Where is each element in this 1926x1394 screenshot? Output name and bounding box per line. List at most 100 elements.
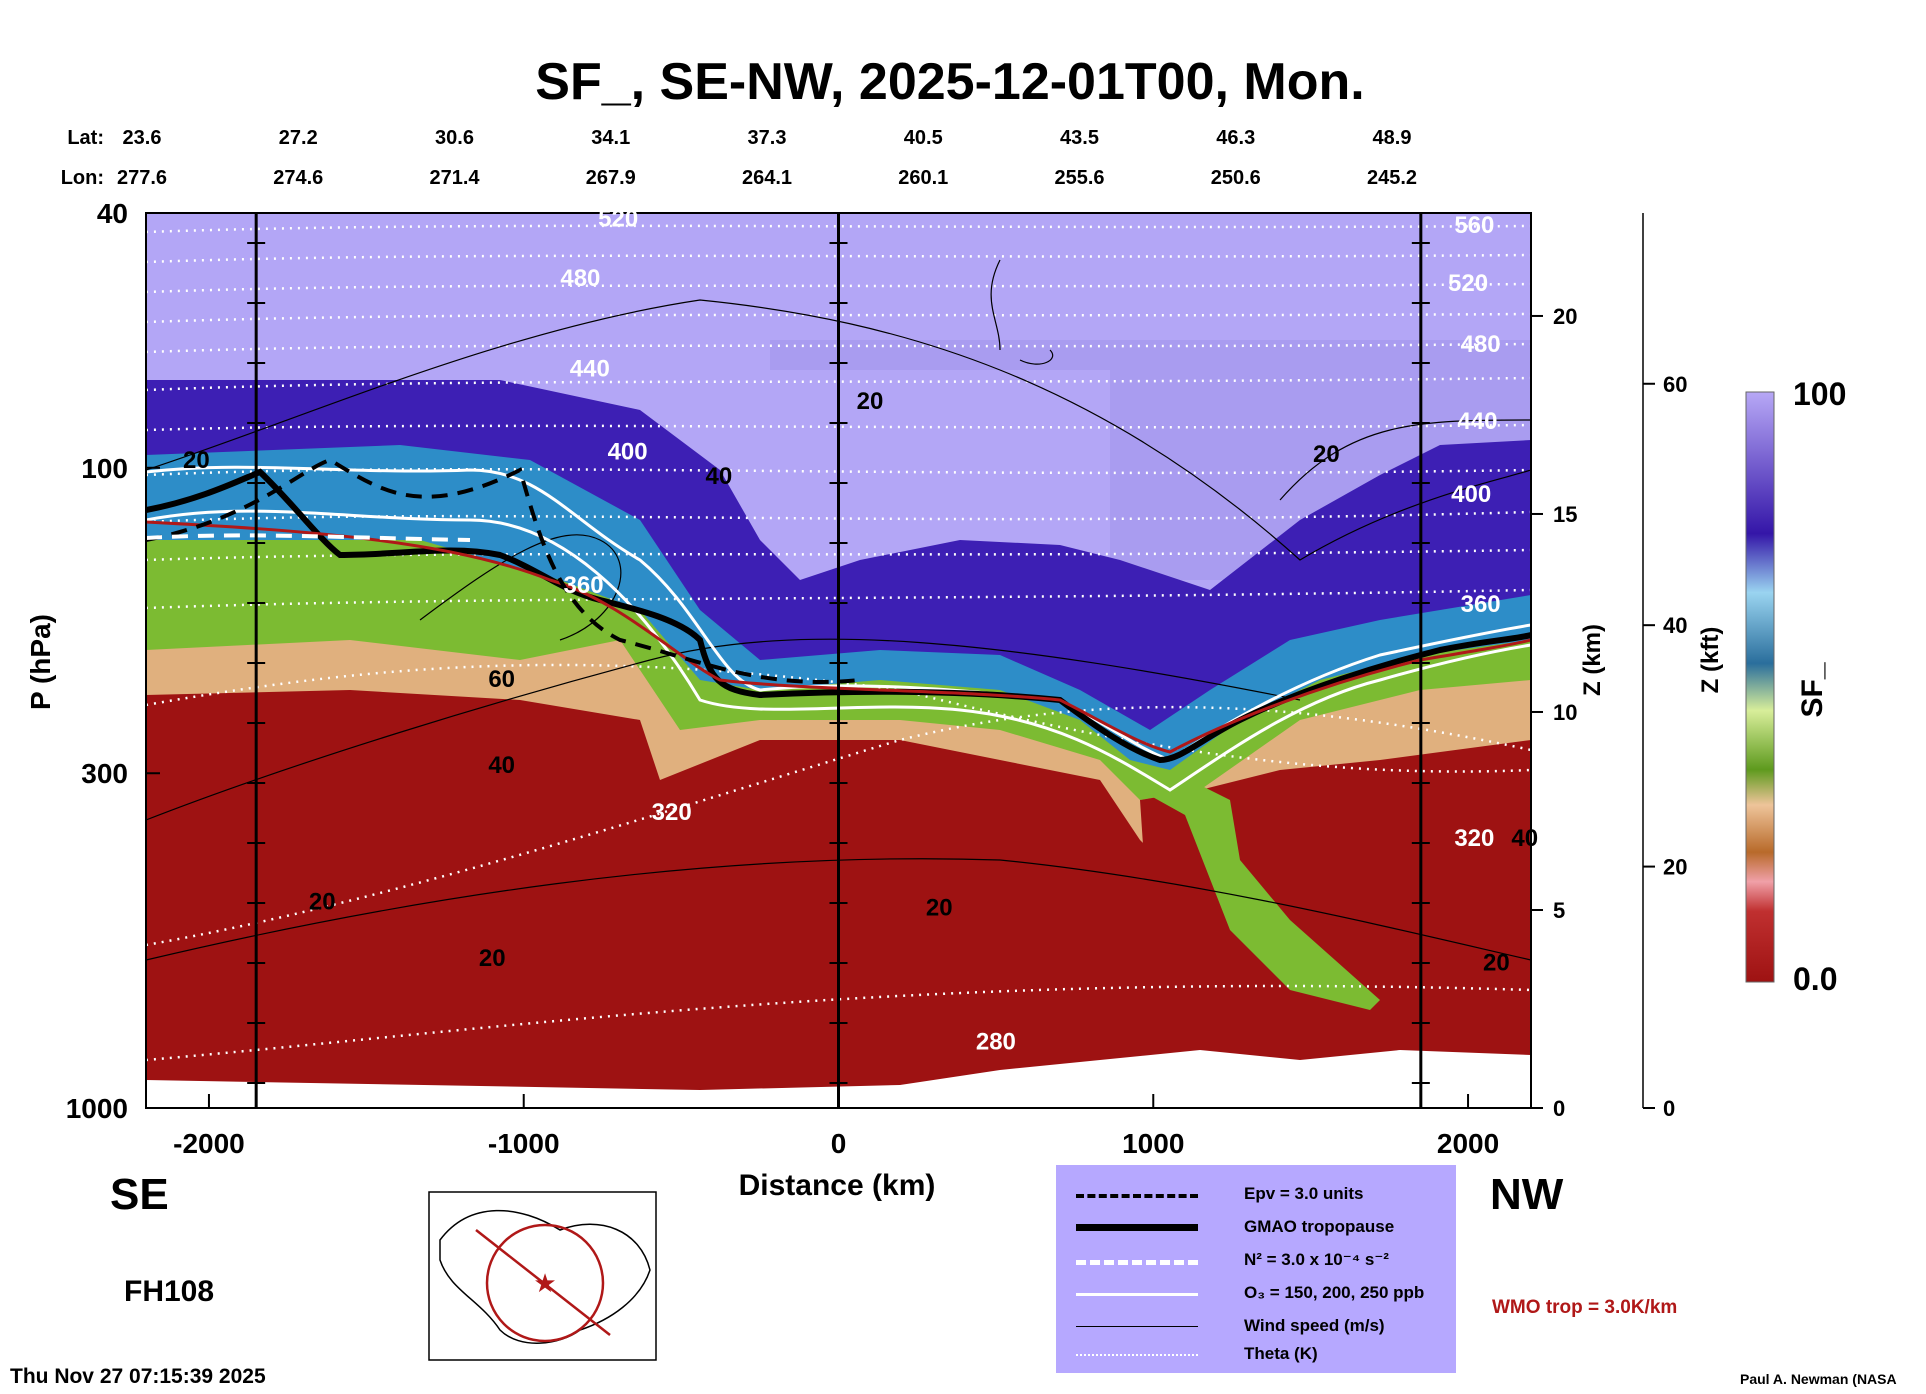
x-tick-label: 2000 xyxy=(1437,1128,1499,1159)
legend-swatch xyxy=(1076,1354,1198,1356)
forecast-hour-label: FH108 xyxy=(124,1275,215,1308)
lon-value: 267.9 xyxy=(586,167,636,189)
lat-value: 27.2 xyxy=(279,127,318,149)
legend-label: Epv = 3.0 units xyxy=(1244,1184,1364,1203)
coastline-icon xyxy=(439,1209,651,1344)
theta-contours xyxy=(146,224,1531,1062)
legend-label: N² = 3.0 x 10⁻⁴ s⁻² xyxy=(1244,1250,1389,1269)
x-tick-label: 1000 xyxy=(1122,1128,1184,1159)
legend-item-ozone: O₃ = 150, 200, 250 ppb xyxy=(1076,1280,1446,1306)
z-km-tick-label: 15 xyxy=(1553,502,1577,527)
colorbar-label: SF_ xyxy=(1796,662,1829,717)
section-line-icon xyxy=(475,1229,611,1336)
wind-contour-label: 20 xyxy=(309,889,336,916)
legend-swatch xyxy=(1076,1194,1198,1198)
lat-value: 46.3 xyxy=(1216,127,1255,149)
ozone-line xyxy=(146,509,1531,792)
ozone-line xyxy=(146,465,1531,762)
y-tick-label: 40 xyxy=(97,198,128,229)
theta-contour-label: 400 xyxy=(608,438,648,465)
epv-line xyxy=(146,457,861,684)
location-star-icon: ★ xyxy=(533,1268,556,1298)
lon-label: Lon: xyxy=(61,167,104,189)
colorbar-max-label: 100 xyxy=(1793,376,1846,412)
wind-contour-label: 60 xyxy=(488,666,515,693)
x-tick-label: -1000 xyxy=(488,1128,560,1159)
locator-map: ★ xyxy=(428,1191,657,1361)
direction-nw-label: NW xyxy=(1490,1170,1564,1219)
z-kft-axis-label: Z (kft) xyxy=(1697,627,1724,694)
contour-labels: 520 480 440 400 360 320 280 560 520 480 440 400 360 3… xyxy=(183,206,1538,1056)
theta-contour-label: 520 xyxy=(598,206,638,233)
z-km-tick-label: 20 xyxy=(1553,304,1577,329)
legend-item-wind: Wind speed (m/s) xyxy=(1076,1313,1446,1339)
direction-se-label: SE xyxy=(110,1170,169,1219)
colorbar xyxy=(1745,391,1775,983)
lon-value: 255.6 xyxy=(1054,167,1104,189)
legend-label: Wind speed (m/s) xyxy=(1244,1316,1385,1335)
theta-contour-label: 320 xyxy=(652,799,692,826)
theta-contour-label: 520 xyxy=(1448,270,1488,297)
range-circle-icon xyxy=(485,1223,605,1343)
legend-swatch xyxy=(1076,1260,1198,1265)
legend: Epv = 3.0 units GMAO tropopause N² = 3.0… xyxy=(1056,1165,1456,1373)
lat-value: 43.5 xyxy=(1060,127,1099,149)
y-tick-label: 1000 xyxy=(66,1093,128,1124)
y-axis-label: P (hPa) xyxy=(25,614,56,710)
legend-item-n2: N² = 3.0 x 10⁻⁴ s⁻² xyxy=(1076,1247,1446,1273)
theta-contour-label: 440 xyxy=(1457,408,1497,435)
theta-contour-label: 360 xyxy=(564,572,604,599)
x-tick-label: -2000 xyxy=(173,1128,245,1159)
y-axis: 40 100 300 1000 xyxy=(66,198,160,1124)
timestamp-label: Thu Nov 27 07:15:39 2025 xyxy=(10,1365,266,1388)
wmo-tropopause-line xyxy=(146,520,1531,754)
section-markers xyxy=(247,213,1430,1108)
lat-value: 40.5 xyxy=(904,127,943,149)
x-tick-label: 0 xyxy=(831,1128,847,1159)
wmo-trop-annotation: WMO trop = 3.0K/km xyxy=(1492,1297,1678,1318)
lat-label: Lat: xyxy=(67,127,104,149)
chart-title: SF_, SE-NW, 2025-12-01T00, Mon. xyxy=(535,53,1365,111)
lon-value: 245.2 xyxy=(1367,167,1417,189)
z-km-axis-label: Z (km) xyxy=(1579,624,1606,696)
colorbar-min-label: 0.0 xyxy=(1793,961,1837,997)
lat-value: 30.6 xyxy=(435,127,474,149)
z-kft-tick-label: 0 xyxy=(1663,1096,1675,1121)
lon-value: 260.1 xyxy=(898,167,948,189)
z-km-axis: 0 5 10 15 20 xyxy=(1531,304,1577,1121)
z-kft-tick-label: 20 xyxy=(1663,855,1687,880)
y-tick-label: 100 xyxy=(81,453,128,484)
theta-contour-label: 320 xyxy=(1454,825,1494,852)
z-kft-axis: 0 20 40 60 xyxy=(1642,213,1687,1121)
x-axis-label: Distance (km) xyxy=(739,1169,936,1202)
legend-item-epv: Epv = 3.0 units xyxy=(1076,1181,1446,1207)
wind-contour-label: 20 xyxy=(1483,950,1510,977)
theta-contour-label: 480 xyxy=(1461,331,1501,358)
lon-value: 274.6 xyxy=(273,167,323,189)
z-km-tick-label: 10 xyxy=(1553,700,1577,725)
legend-label: Theta (K) xyxy=(1244,1344,1318,1363)
lat-lon-header: Lat: Lon: 23.6 277.6 27.2 274.6 30.6 271.4 34.1 2… xyxy=(61,127,1417,189)
legend-item-theta: Theta (K) xyxy=(1076,1341,1446,1367)
wind-contour-label: 20 xyxy=(479,945,506,972)
wind-contour-label: 40 xyxy=(1511,825,1538,852)
z-kft-tick-label: 40 xyxy=(1663,613,1687,638)
legend-label: GMAO tropopause xyxy=(1244,1217,1395,1236)
lon-value: 277.6 xyxy=(117,167,167,189)
y-tick-label: 300 xyxy=(81,758,128,789)
legend-swatch xyxy=(1076,1326,1198,1327)
x-axis: -2000 -1000 0 1000 2000 xyxy=(173,1094,1499,1159)
wind-contour-label: 20 xyxy=(926,894,953,921)
theta-contour-label: 360 xyxy=(1461,591,1501,618)
z-km-tick-label: 0 xyxy=(1553,1096,1565,1121)
author-label: Paul A. Newman (NASA xyxy=(1740,1371,1897,1387)
z-kft-tick-label: 60 xyxy=(1663,372,1687,397)
wind-contours xyxy=(146,259,1531,961)
theta-contour-label: 480 xyxy=(560,265,600,292)
lon-value: 271.4 xyxy=(429,167,480,189)
lat-value: 23.6 xyxy=(123,127,162,149)
theta-contour-label: 400 xyxy=(1451,481,1491,508)
theta-contour-label: 440 xyxy=(570,355,610,382)
z-km-tick-label: 5 xyxy=(1553,898,1565,923)
